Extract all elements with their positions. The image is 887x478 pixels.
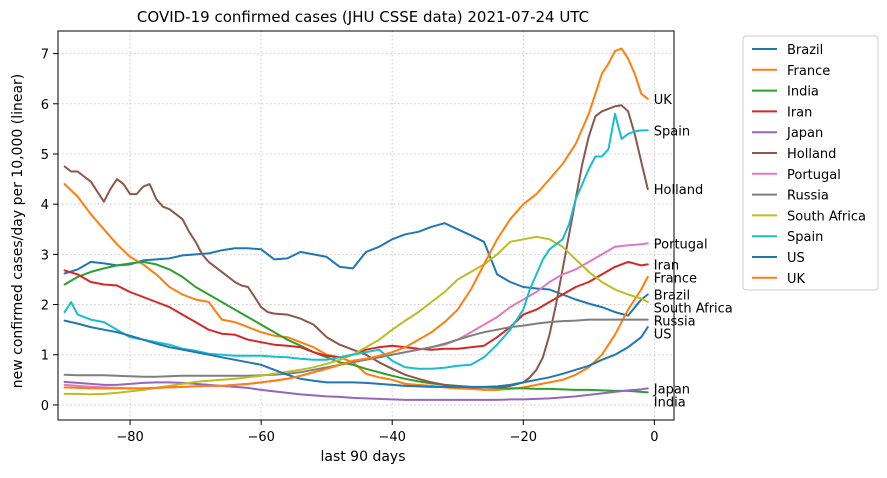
series-line-us <box>63 319 649 388</box>
chart-title: COVID-19 confirmed cases (JHU CSSE data)… <box>137 8 589 26</box>
y-tick-label: 7 <box>41 48 49 63</box>
y-tick-label: 4 <box>41 198 49 213</box>
end-label-holland: Holland <box>654 183 703 198</box>
y-axis: 0 1 2 3 4 5 6 7 <box>41 48 58 414</box>
series-line-france <box>63 183 649 391</box>
series-line-spain <box>63 112 649 370</box>
end-label-iran: Iran <box>654 258 679 273</box>
end-label-us: US <box>654 328 672 343</box>
series-line-holland <box>63 104 649 389</box>
legend-label: South Africa <box>787 209 866 224</box>
legend-label: India <box>787 85 819 100</box>
x-tick-label: −20 <box>510 430 537 445</box>
series-line-japan <box>63 380 649 401</box>
y-tick-label: 5 <box>41 148 49 163</box>
legend-label: Japan <box>786 126 823 141</box>
legend-label: Spain <box>787 230 823 245</box>
end-label-france: France <box>654 271 697 286</box>
end-label-uk: UK <box>654 93 673 108</box>
end-label-japan: Japan <box>653 382 690 397</box>
legend-label: Holland <box>787 147 836 162</box>
end-label-india: India <box>654 395 686 410</box>
end-label-spain: Spain <box>654 124 690 139</box>
y-tick-label: 0 <box>41 399 49 414</box>
grid-lines <box>58 31 674 420</box>
series-lines <box>63 47 649 401</box>
series-line-uk <box>63 47 649 390</box>
legend-label: Brazil <box>787 43 823 58</box>
end-label-russia: Russia <box>654 315 696 330</box>
y-tick-label: 3 <box>41 248 49 263</box>
x-tick-label: 0 <box>650 430 658 445</box>
legend: Brazil France India Iran Japan Holland Portuga… <box>742 35 879 291</box>
series-line-russia <box>63 318 649 378</box>
legend-label: UK <box>787 272 806 287</box>
x-tick-label: −40 <box>378 430 405 445</box>
series-line-india <box>63 260 649 394</box>
plot-frame <box>57 30 675 421</box>
legend-frame <box>742 35 879 291</box>
legend-label: US <box>787 251 805 266</box>
x-axis: −80 −60 −40 −20 0 <box>116 420 658 445</box>
end-label-portugal: Portugal <box>654 237 708 252</box>
legend-label: Portugal <box>787 168 841 183</box>
y-tick-label: 6 <box>41 98 49 113</box>
y-axis-title: new confirmed cases/day per 10,000 (line… <box>10 74 26 389</box>
x-tick-label: −60 <box>247 430 274 445</box>
end-label-brazil: Brazil <box>654 289 690 304</box>
y-tick-label: 1 <box>41 349 49 364</box>
series-line-brazil <box>63 222 649 317</box>
y-tick-label: 2 <box>41 299 49 314</box>
end-label-south-africa: South Africa <box>654 302 733 317</box>
legend-label: France <box>787 64 830 79</box>
legend-label: Russia <box>787 189 829 204</box>
legend-label: Iran <box>787 105 812 120</box>
x-axis-title: last 90 days <box>320 449 405 465</box>
x-tick-label: −80 <box>116 430 143 445</box>
